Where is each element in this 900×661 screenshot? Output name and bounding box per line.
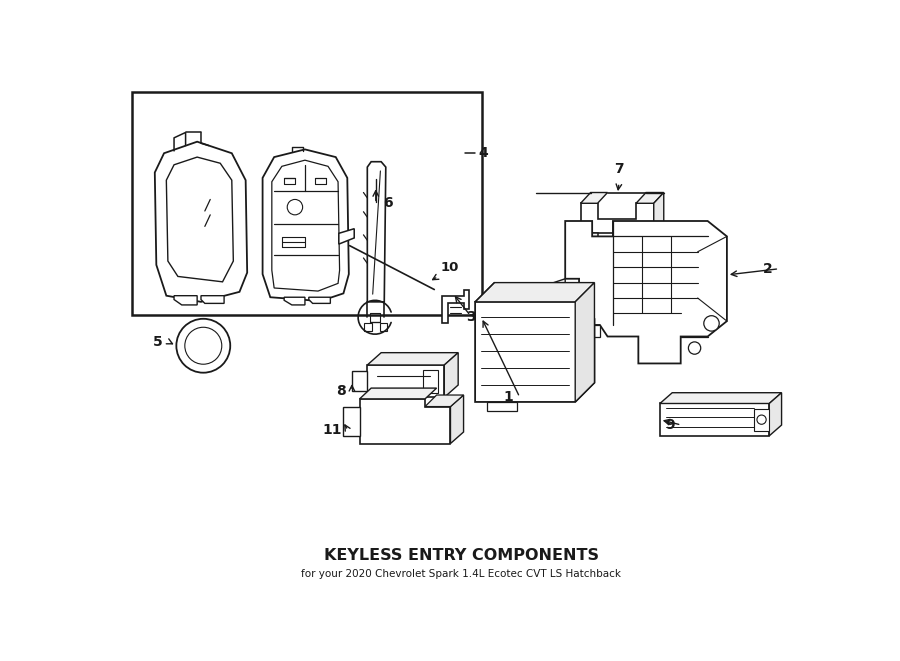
Polygon shape — [580, 204, 653, 233]
Polygon shape — [660, 403, 769, 436]
Polygon shape — [367, 162, 386, 302]
Polygon shape — [442, 290, 469, 323]
Polygon shape — [338, 229, 355, 244]
Polygon shape — [580, 192, 608, 204]
Polygon shape — [367, 365, 445, 397]
Polygon shape — [475, 302, 595, 402]
Polygon shape — [360, 388, 436, 399]
Polygon shape — [284, 297, 305, 305]
Polygon shape — [770, 393, 781, 436]
Polygon shape — [272, 160, 339, 291]
Polygon shape — [636, 233, 653, 242]
Circle shape — [688, 342, 701, 354]
Polygon shape — [263, 149, 349, 301]
Polygon shape — [423, 370, 438, 393]
Polygon shape — [575, 283, 595, 402]
Text: 9: 9 — [666, 418, 675, 432]
Text: 4: 4 — [478, 146, 488, 160]
Polygon shape — [201, 295, 224, 303]
Polygon shape — [636, 192, 664, 204]
Text: 5: 5 — [153, 335, 163, 349]
Circle shape — [704, 316, 719, 331]
Text: 10: 10 — [440, 261, 459, 274]
Polygon shape — [166, 157, 233, 282]
Polygon shape — [580, 233, 598, 242]
Polygon shape — [174, 295, 197, 305]
Bar — [131, 92, 482, 315]
Polygon shape — [754, 409, 770, 431]
Text: 6: 6 — [383, 196, 393, 210]
Polygon shape — [554, 279, 565, 305]
Polygon shape — [445, 353, 458, 397]
Polygon shape — [554, 303, 565, 321]
Polygon shape — [565, 221, 727, 364]
Text: 2: 2 — [763, 262, 773, 276]
Text: 3: 3 — [465, 309, 475, 323]
Polygon shape — [380, 323, 387, 331]
Text: KEYLESS ENTRY COMPONENTS: KEYLESS ENTRY COMPONENTS — [324, 549, 598, 563]
Polygon shape — [360, 399, 451, 444]
Text: 11: 11 — [322, 424, 342, 438]
Circle shape — [184, 327, 221, 364]
Polygon shape — [309, 297, 330, 303]
Polygon shape — [565, 325, 599, 336]
Polygon shape — [487, 402, 518, 411]
Text: 7: 7 — [615, 163, 624, 176]
Polygon shape — [364, 323, 372, 331]
Circle shape — [757, 415, 766, 424]
Polygon shape — [475, 283, 595, 302]
Polygon shape — [451, 395, 464, 444]
Polygon shape — [425, 395, 464, 407]
Text: for your 2020 Chevrolet Spark 1.4L Ecotec CVT LS Hatchback: for your 2020 Chevrolet Spark 1.4L Ecote… — [302, 569, 621, 580]
Text: 1: 1 — [504, 391, 514, 405]
Circle shape — [287, 200, 302, 215]
Polygon shape — [343, 407, 360, 436]
Polygon shape — [660, 393, 781, 403]
Circle shape — [176, 319, 230, 373]
Text: 8: 8 — [336, 384, 346, 398]
Polygon shape — [352, 371, 367, 391]
Polygon shape — [155, 141, 248, 302]
Polygon shape — [653, 192, 664, 233]
Polygon shape — [367, 353, 458, 365]
